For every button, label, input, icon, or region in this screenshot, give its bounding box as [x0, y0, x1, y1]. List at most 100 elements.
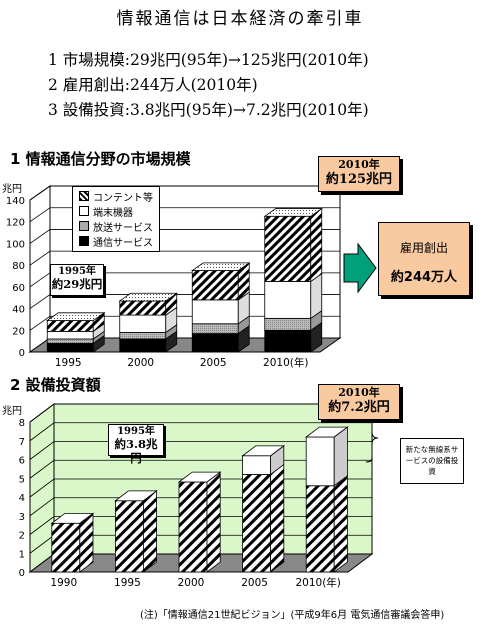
- y-tick-label: 3: [19, 512, 25, 523]
- y-tick-label: 7: [19, 437, 25, 448]
- employment-label: 雇用創出: [399, 241, 448, 255]
- summary-line-3: 3 設備投資:3.8兆円(95年)→7.2兆円(2010年): [48, 101, 369, 119]
- gridline: [29, 229, 340, 244]
- y-tick-label: 100: [6, 239, 25, 250]
- bar-top: [241, 445, 285, 457]
- y-tick-label: 1: [19, 549, 25, 560]
- bar-side: [333, 475, 348, 573]
- legend-label: 端末機器: [93, 207, 133, 219]
- bar-segment: [264, 215, 312, 282]
- callout-value: 約29兆円: [51, 277, 103, 291]
- bar-segment: [305, 436, 335, 487]
- bar-segment: [191, 333, 239, 353]
- bar-segment: [46, 330, 94, 340]
- bar-segment: [242, 455, 272, 475]
- legend-label: コンテント等: [93, 192, 153, 204]
- chart1-heading: 1 情報通信分野の市場規模: [10, 150, 191, 168]
- callout-year: 2010年: [338, 158, 380, 171]
- bar-segment: [191, 299, 239, 325]
- chart1-legend: コンテント等 端末機器 放送サービス 通信サービス: [72, 186, 160, 252]
- x-tick-label: 2005: [200, 357, 227, 369]
- summary-line-2: 2 雇用創出:244万人(2010年): [48, 76, 258, 94]
- bar-top: [114, 490, 158, 502]
- y-tick-label: 60: [12, 283, 25, 294]
- y-tick-label: 20: [12, 326, 25, 337]
- bar-top: [263, 208, 324, 217]
- chart1-callout-2010: 2010年 約125兆円: [318, 156, 400, 192]
- employment-value: 約244万人: [390, 270, 458, 285]
- callout-value: 約125兆円: [325, 172, 393, 187]
- x-tick-label: 1995: [55, 357, 82, 369]
- chart2-heading: 2 設備投資額: [10, 376, 101, 394]
- chart2-plot: 0 1 2 3 4 5 6 7 8兆円 1990 1995 2000 2005 2010(年): [2, 403, 374, 589]
- y-tick-label: 8: [19, 418, 25, 429]
- chart2-callout-2010: 2010年 約7.2兆円: [318, 384, 400, 420]
- bar-segment: [264, 281, 312, 319]
- y-tick-label: 5: [19, 474, 25, 485]
- bar-segment: [51, 522, 81, 573]
- y-axis-unit: 兆円: [2, 405, 22, 417]
- y-axis-unit: 兆円: [2, 183, 22, 195]
- bar-top: [305, 426, 349, 438]
- x-tick-label: 2005: [241, 577, 268, 589]
- footnote: (注)「情報通信21世紀ビジョン」(平成9年6月 電気通信審議会答申): [140, 610, 445, 621]
- bar-segment: [305, 485, 335, 573]
- bar-segment: [46, 320, 94, 332]
- bar-segment: [46, 338, 94, 344]
- bar-top: [190, 262, 251, 271]
- x-tick-label: 2000: [178, 577, 205, 589]
- y-tick-label: 40: [12, 305, 25, 316]
- chart2-callout-1995: 1995年 約3.8兆円: [108, 424, 164, 465]
- bar-segment: [115, 500, 144, 573]
- x-tick-label: 2000: [127, 357, 154, 369]
- note-text: 新たな無線系サービスの設備投資: [405, 445, 459, 476]
- callout-year: 1995年: [117, 426, 155, 437]
- legend-label: 通信サービス: [93, 237, 153, 249]
- x-tick-label: 1990: [50, 577, 77, 589]
- bar-segment: [46, 342, 94, 353]
- x-tick-label: 2010(年): [263, 356, 308, 369]
- gridline: [29, 422, 372, 442]
- employment-box: 雇用創出 約244万人: [378, 222, 470, 296]
- gridline: [29, 185, 340, 201]
- x-tick-label: 2010(年): [295, 576, 340, 589]
- y-tick-label: 80: [12, 261, 25, 272]
- y-tick-label: 140: [6, 196, 25, 207]
- callout-value: 約7.2兆円: [328, 400, 390, 415]
- y-tick-label: 4: [19, 493, 25, 504]
- bar-segment: [119, 338, 167, 353]
- bar-segment: [191, 270, 239, 301]
- bar-segment: [119, 314, 167, 333]
- bar-side: [206, 471, 221, 573]
- y-tick-label: 2: [19, 531, 25, 542]
- gridline: [29, 441, 372, 460]
- bar-top: [118, 292, 179, 302]
- y-tick-label: 120: [6, 218, 25, 229]
- y-tick-label: 6: [19, 456, 25, 467]
- bar-top: [50, 512, 95, 524]
- summary-line-1: 1 市場規模:29兆円(95年)→125兆円(2010年): [48, 51, 369, 69]
- bar-segment: [242, 474, 272, 573]
- bar-top: [45, 312, 106, 321]
- bar-segment: [119, 300, 167, 316]
- y-tick-label: 0: [19, 348, 25, 359]
- bar-segment: [264, 317, 312, 331]
- bar-top: [177, 471, 222, 483]
- x-tick-label: 1995: [114, 577, 141, 589]
- chart1-callout-1995: 1995年 約29兆円: [50, 264, 104, 296]
- legend-label: 放送サービス: [93, 222, 153, 234]
- y-tick-label: 0: [19, 568, 25, 579]
- gridline: [29, 403, 372, 423]
- arrow-icon: [343, 242, 377, 294]
- chart2-note: 新たな無線系サービスの設備投資: [400, 438, 464, 484]
- bar-segment: [191, 323, 239, 334]
- callout-value: 約3.8兆円: [114, 437, 158, 465]
- bar-segment: [119, 332, 167, 340]
- bar-segment: [178, 481, 208, 573]
- page-title: 情報通信は日本経済の牽引車: [116, 9, 364, 29]
- gridline: [29, 250, 340, 266]
- bar-side: [142, 490, 158, 573]
- callout-year: 2010年: [338, 386, 380, 399]
- gridline: [29, 207, 340, 223]
